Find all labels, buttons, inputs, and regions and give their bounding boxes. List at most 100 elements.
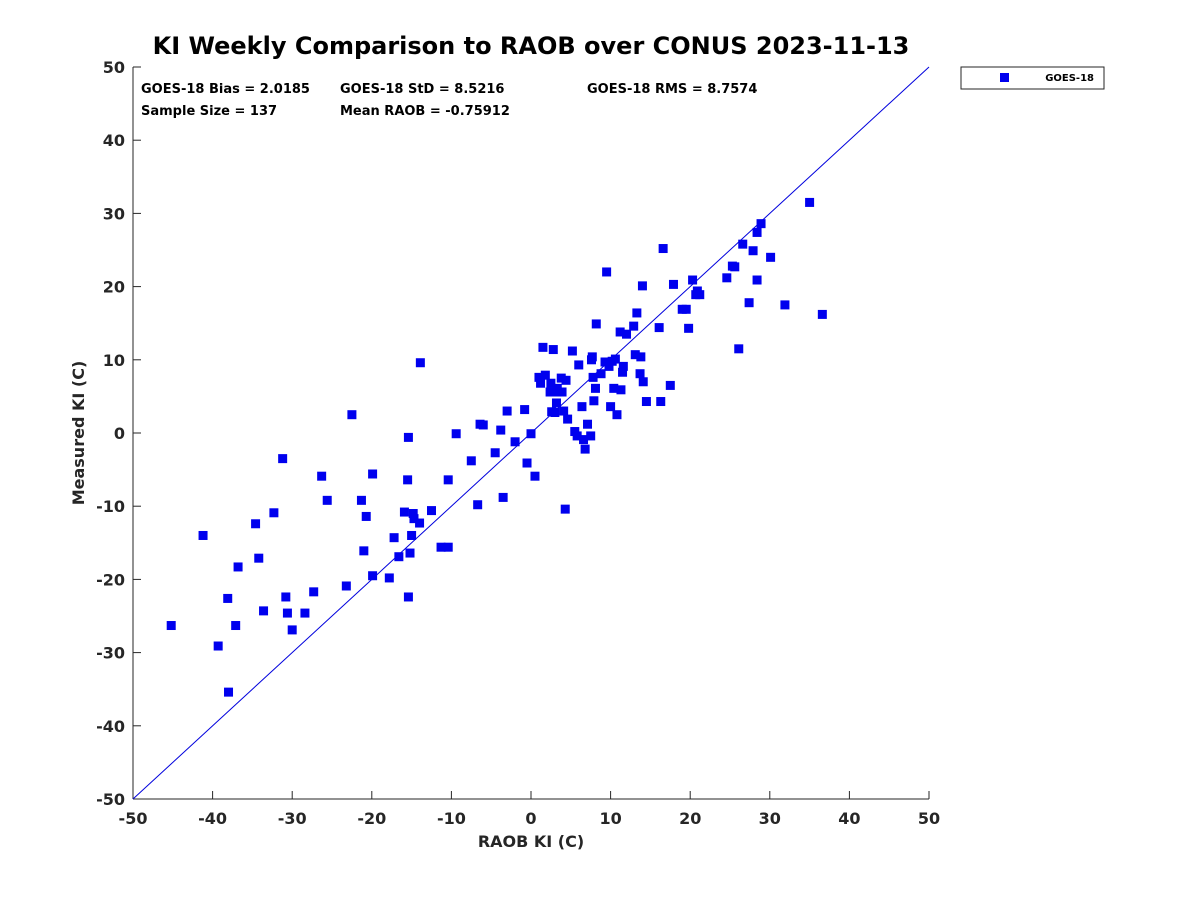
data-point [588, 372, 598, 382]
data-point [583, 419, 593, 429]
data-point [567, 346, 577, 356]
y-tick-label: 40 [103, 131, 125, 150]
data-point [224, 687, 234, 697]
data-point [668, 279, 678, 289]
data-point [748, 246, 758, 256]
data-point [586, 431, 596, 441]
data-point [590, 383, 600, 393]
data-point [399, 507, 409, 517]
y-tick-label: -40 [96, 717, 125, 736]
data-point [635, 369, 645, 379]
data-point [389, 533, 399, 543]
y-tick-label: 10 [103, 351, 125, 370]
data-point [641, 397, 651, 407]
data-point [596, 369, 606, 379]
data-point [559, 406, 569, 416]
data-point [766, 252, 776, 262]
data-point [618, 361, 628, 371]
y-tick-label: -10 [96, 497, 125, 516]
data-point [637, 281, 647, 291]
stat-mean-raob: Mean RAOB = -0.75912 [340, 104, 510, 119]
data-point [403, 432, 413, 442]
data-point [520, 405, 530, 415]
data-point [752, 275, 762, 285]
x-tick-label: -20 [357, 809, 386, 828]
data-point [282, 608, 292, 618]
data-point [300, 608, 310, 618]
data-point [415, 358, 425, 368]
data-point [548, 345, 558, 355]
data-point [615, 327, 625, 337]
data-point [443, 475, 453, 485]
legend: GOES-18 [960, 66, 1105, 90]
data-point [606, 402, 616, 412]
data-point [415, 518, 425, 528]
data-point [618, 367, 628, 377]
data-point [223, 593, 233, 603]
data-point [550, 408, 560, 418]
data-point [526, 429, 536, 439]
data-point [408, 509, 418, 519]
data-point [730, 262, 740, 272]
y-tick-label: 30 [103, 204, 125, 223]
data-point [496, 425, 506, 435]
data-point [589, 396, 599, 406]
x-tick-label: -10 [437, 809, 466, 828]
x-tick-label: -40 [198, 809, 227, 828]
data-point [744, 298, 754, 308]
data-point [587, 352, 597, 362]
data-point [436, 542, 446, 552]
data-point [498, 492, 508, 502]
legend-box [960, 66, 1105, 90]
data-point [609, 383, 619, 393]
data-point [734, 344, 744, 354]
data-point [356, 495, 366, 505]
data-point [629, 321, 639, 331]
data-point [563, 414, 573, 424]
legend-marker-goes-18 [1000, 73, 1009, 82]
data-point [281, 592, 291, 602]
data-point [359, 546, 369, 556]
data-point [756, 219, 766, 229]
data-point [394, 552, 404, 562]
data-point [522, 458, 532, 468]
x-tick-label: 10 [599, 809, 621, 828]
data-point [322, 495, 332, 505]
data-point [384, 573, 394, 583]
data-point [347, 410, 357, 420]
data-point [805, 197, 815, 207]
data-point [574, 360, 584, 370]
data-point [510, 437, 520, 447]
data-point [451, 429, 461, 439]
data-point [656, 397, 666, 407]
data-point [233, 562, 243, 572]
stat-std: GOES-18 StD = 8.5216 [340, 82, 504, 97]
data-point [722, 273, 732, 283]
legend-label-goes-18: GOES-18 [1045, 73, 1094, 84]
data-point [251, 519, 261, 529]
y-axis-ticks: -50 -40 -30 -20 -10 0 10 20 30 40 50 [96, 58, 141, 809]
stat-rms: GOES-18 RMS = 8.7574 [587, 82, 757, 97]
x-axis-label: RAOB KI (C) [478, 832, 584, 851]
data-point [780, 300, 790, 310]
data-point [556, 373, 566, 383]
data-point [654, 323, 664, 333]
x-tick-label: 50 [918, 809, 940, 828]
y-tick-label: -50 [96, 790, 125, 809]
data-point [538, 342, 548, 352]
data-point [530, 471, 540, 481]
data-point [403, 592, 413, 602]
data-point [534, 372, 544, 382]
data-point [572, 431, 582, 441]
data-point [490, 448, 500, 458]
data-point [622, 329, 632, 339]
x-tick-label: 0 [525, 809, 536, 828]
data-point [287, 625, 297, 635]
data-point [552, 383, 562, 393]
data-point [638, 377, 648, 387]
data-point [278, 454, 288, 464]
data-point [443, 542, 453, 552]
data-point [681, 304, 691, 314]
data-point [409, 514, 419, 524]
